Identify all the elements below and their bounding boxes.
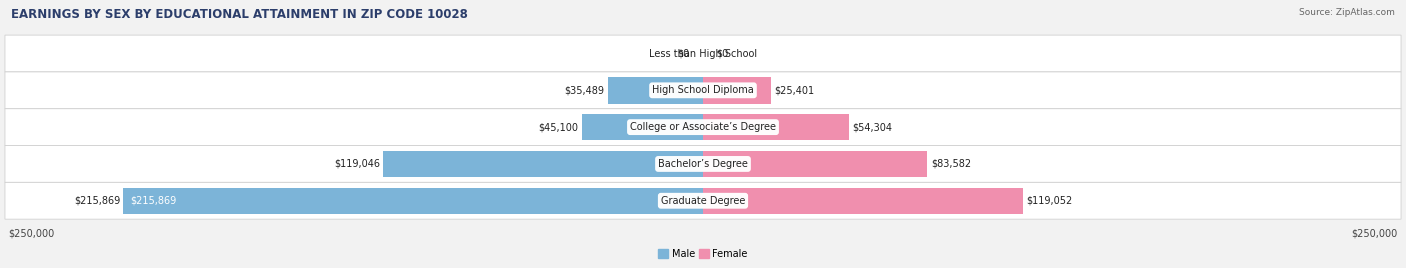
Text: Graduate Degree: Graduate Degree xyxy=(661,196,745,206)
Text: $119,052: $119,052 xyxy=(1026,196,1073,206)
Text: $119,046: $119,046 xyxy=(335,159,380,169)
Bar xyxy=(582,114,703,140)
Bar xyxy=(703,151,928,177)
Text: College or Associate’s Degree: College or Associate’s Degree xyxy=(630,122,776,132)
Text: Bachelor’s Degree: Bachelor’s Degree xyxy=(658,159,748,169)
Text: High School Diploma: High School Diploma xyxy=(652,85,754,95)
FancyBboxPatch shape xyxy=(6,146,1400,182)
FancyBboxPatch shape xyxy=(6,182,1400,219)
Text: Less than High School: Less than High School xyxy=(650,49,756,58)
Text: $45,100: $45,100 xyxy=(538,122,578,132)
Text: $83,582: $83,582 xyxy=(931,159,972,169)
Bar xyxy=(703,188,1022,214)
Text: $0: $0 xyxy=(717,49,728,58)
Text: $54,304: $54,304 xyxy=(852,122,893,132)
FancyBboxPatch shape xyxy=(6,72,1400,109)
FancyBboxPatch shape xyxy=(6,35,1400,72)
Text: $35,489: $35,489 xyxy=(564,85,605,95)
Bar xyxy=(384,151,703,177)
Bar xyxy=(124,188,703,214)
FancyBboxPatch shape xyxy=(6,109,1400,146)
Text: $0: $0 xyxy=(678,49,689,58)
Bar xyxy=(607,77,703,103)
Text: $215,869: $215,869 xyxy=(75,196,120,206)
Legend: Male, Female: Male, Female xyxy=(654,245,752,263)
Text: $25,401: $25,401 xyxy=(775,85,814,95)
Text: $215,869: $215,869 xyxy=(131,196,176,206)
Text: EARNINGS BY SEX BY EDUCATIONAL ATTAINMENT IN ZIP CODE 10028: EARNINGS BY SEX BY EDUCATIONAL ATTAINMEN… xyxy=(11,8,468,21)
Bar xyxy=(703,114,849,140)
Bar xyxy=(703,77,772,103)
Text: Source: ZipAtlas.com: Source: ZipAtlas.com xyxy=(1299,8,1395,17)
